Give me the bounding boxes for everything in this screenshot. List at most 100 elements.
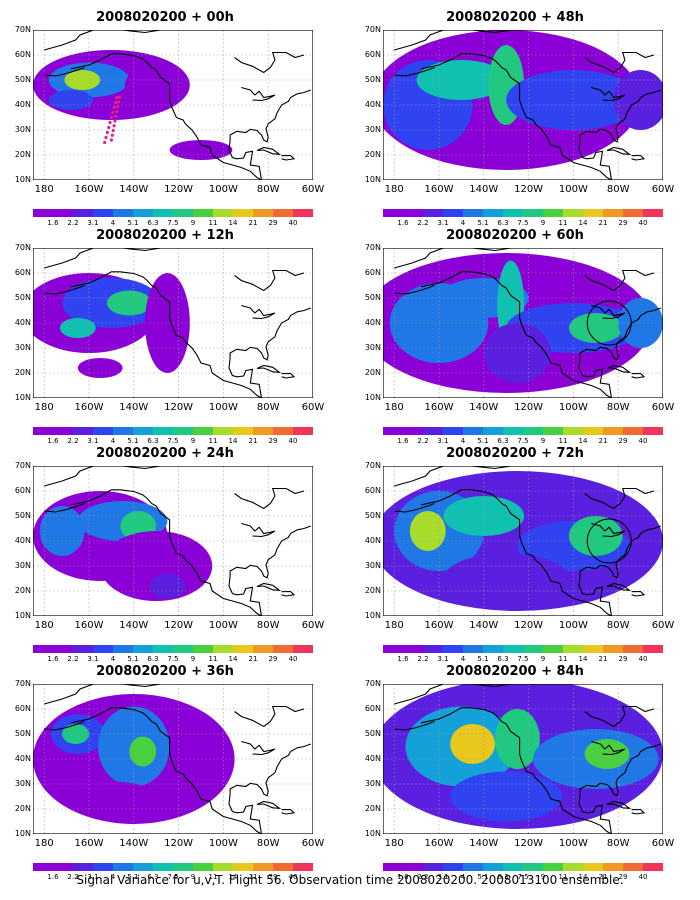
longitude-label: 60W xyxy=(301,838,325,849)
colorbar-swatch xyxy=(543,209,564,217)
colorbar-label: 29 xyxy=(268,219,278,227)
coastline xyxy=(394,248,511,269)
latitude-label: 50N xyxy=(14,293,31,302)
latitude-label: 40N xyxy=(364,536,381,545)
coastline xyxy=(70,489,262,616)
colorbar-label: 1.6 xyxy=(397,437,409,445)
variance-map xyxy=(33,466,313,616)
coastline xyxy=(578,575,613,616)
colorbar-swatch xyxy=(643,863,663,871)
variance-contour xyxy=(145,273,190,373)
latitude-label: 40N xyxy=(364,754,381,763)
colorbar-swatch xyxy=(523,863,544,871)
variance-contour xyxy=(39,506,85,556)
latitude-label: 60N xyxy=(364,704,381,713)
latitude-label: 20N xyxy=(364,150,381,159)
colorbar-label: 14 xyxy=(228,437,238,445)
longitude-label: 180 xyxy=(34,184,54,195)
coastline xyxy=(241,86,276,102)
coastline xyxy=(256,800,282,809)
target-region-circle xyxy=(586,518,632,564)
colorbar-label: 21 xyxy=(248,655,258,663)
coastline xyxy=(579,307,661,361)
variance-map xyxy=(33,684,313,834)
colorbar-swatch xyxy=(33,427,54,435)
colorbar-swatch xyxy=(113,645,134,653)
variance-contour xyxy=(568,516,623,556)
latitude-label: 70N xyxy=(364,25,381,34)
latitude-label: 10N xyxy=(14,829,31,838)
colorbar-swatch xyxy=(503,427,524,435)
flight-track-point xyxy=(107,125,111,130)
variance-contour xyxy=(124,65,188,105)
longitude-label: 80W xyxy=(606,838,630,849)
longitude-label: 60W xyxy=(651,620,675,631)
coastline xyxy=(606,146,632,155)
colorbar-swatch xyxy=(93,209,114,217)
colorbar-label: 5.1 xyxy=(477,655,489,663)
colorbar-label: 4 xyxy=(110,655,116,663)
coastline xyxy=(229,743,311,797)
variance-map xyxy=(383,30,663,180)
latitude-label: 30N xyxy=(14,343,31,352)
colorbar-swatch xyxy=(603,863,624,871)
flight-track-point xyxy=(116,100,121,104)
coastline xyxy=(606,364,632,373)
coastline xyxy=(228,575,263,616)
longitude-label: 60W xyxy=(651,402,675,413)
colorbar-label: 7.5 xyxy=(167,437,179,445)
colorbar-swatch xyxy=(253,427,274,435)
colorbar-label: 14 xyxy=(578,873,588,881)
colorbar-swatch xyxy=(403,863,424,871)
longitude-label: 60W xyxy=(301,402,325,413)
variance-contour xyxy=(450,771,563,822)
longitude-label: 160W xyxy=(424,184,454,195)
colorbar-swatch xyxy=(383,645,404,653)
colorbar-swatch xyxy=(33,209,54,217)
colorbar-swatch xyxy=(543,427,564,435)
longitude-label: 100W xyxy=(558,402,588,413)
colorbar-swatch xyxy=(423,427,444,435)
colorbar-label: 40 xyxy=(288,437,298,445)
panel-title: 2008020200 + 60h xyxy=(446,228,584,243)
colorbar-label: 2.2 xyxy=(67,219,79,227)
variance-contour xyxy=(450,724,495,764)
latitude-label: 30N xyxy=(364,125,381,134)
longitude-label: 80W xyxy=(256,184,280,195)
flight-track-point xyxy=(115,109,119,114)
coastline xyxy=(241,522,276,538)
colorbar-swatch xyxy=(113,863,134,871)
colorbar-swatch xyxy=(463,645,484,653)
longitude-label: 60W xyxy=(651,838,675,849)
colorbar-swatch xyxy=(563,645,584,653)
latitude-label: 10N xyxy=(364,175,381,184)
colorbar xyxy=(33,209,313,217)
colorbar-label: 9 xyxy=(190,219,196,227)
colorbar-swatch xyxy=(503,645,524,653)
colorbar-swatch xyxy=(543,645,564,653)
colorbar-label: 7.5 xyxy=(167,219,179,227)
flight-track-point xyxy=(112,105,116,110)
colorbar-swatch xyxy=(383,863,404,871)
latitude-label: 30N xyxy=(364,343,381,352)
latitude-label: 20N xyxy=(364,586,381,595)
variance-contour xyxy=(149,573,186,599)
colorbar-label: 9 xyxy=(190,437,196,445)
colorbar-swatch xyxy=(523,209,544,217)
coastline xyxy=(70,53,262,180)
colorbar-label: 5.1 xyxy=(127,873,139,881)
coastline xyxy=(44,502,85,513)
colorbar-label: 6.3 xyxy=(497,219,509,227)
colorbar xyxy=(383,645,663,653)
colorbar-label: 3.1 xyxy=(437,437,449,445)
colorbar-swatch xyxy=(133,863,154,871)
colorbar-label: 2.2 xyxy=(67,437,79,445)
colorbar-label: 7.5 xyxy=(167,873,179,881)
latitude-label: 30N xyxy=(364,779,381,788)
colorbar-swatch xyxy=(623,427,644,435)
latitude-label: 60N xyxy=(14,50,31,59)
colorbar-swatch xyxy=(173,427,194,435)
latitude-label: 50N xyxy=(364,729,381,738)
longitude-label: 100W xyxy=(208,184,238,195)
flight-track-point xyxy=(115,95,119,100)
